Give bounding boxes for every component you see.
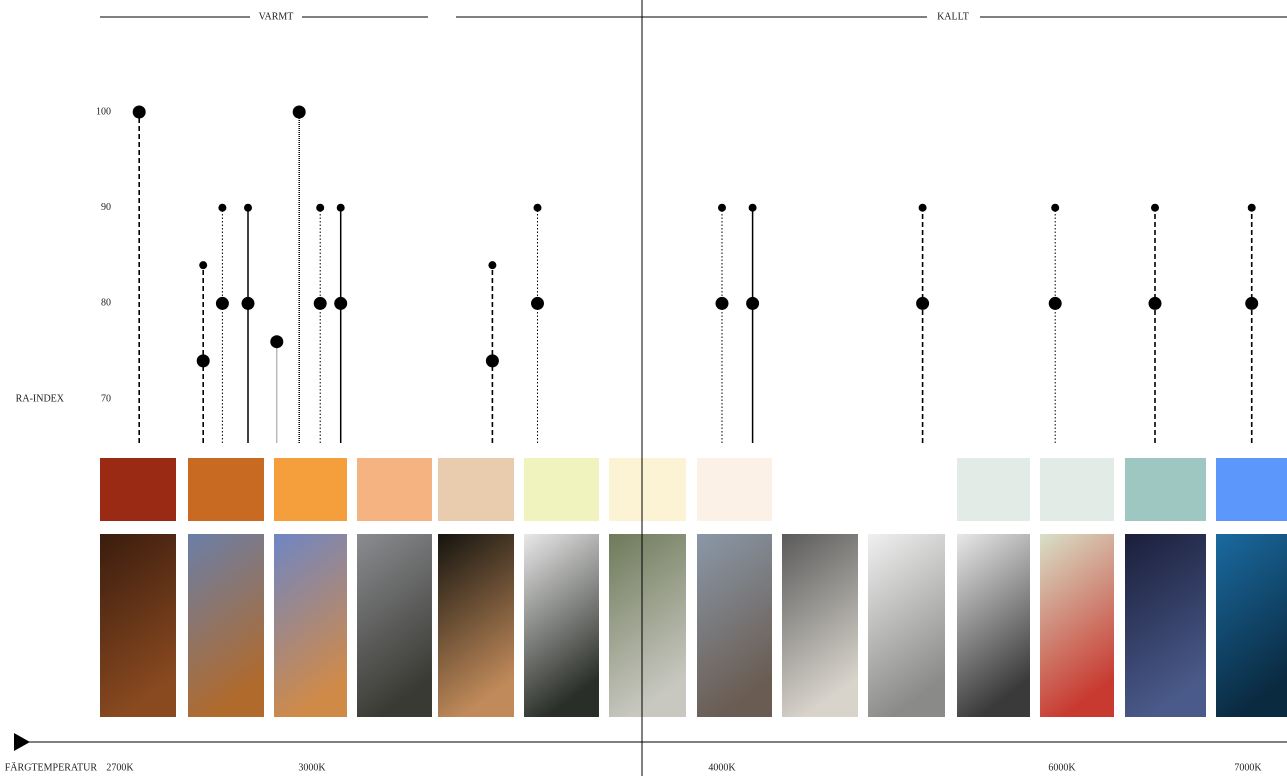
y-tick-label: 90 xyxy=(101,202,111,213)
dot xyxy=(485,354,499,368)
dot xyxy=(1048,296,1062,310)
dot xyxy=(1245,296,1259,310)
x-tick-label: 6000K xyxy=(1048,762,1076,773)
photo xyxy=(357,534,432,717)
photo xyxy=(957,534,1030,717)
photo xyxy=(188,534,264,717)
photo xyxy=(274,534,347,717)
dot xyxy=(1148,296,1162,310)
photo xyxy=(524,534,599,717)
dot xyxy=(715,296,729,310)
photo xyxy=(1040,534,1114,717)
y-tick-label: 80 xyxy=(101,298,111,309)
swatch xyxy=(1040,458,1114,521)
photo xyxy=(1125,534,1206,717)
swatch xyxy=(438,458,514,521)
swatch xyxy=(357,458,432,521)
swatch xyxy=(609,458,686,521)
photo xyxy=(697,534,772,717)
swatch xyxy=(274,458,347,521)
header-cold: KALLT xyxy=(937,11,969,22)
dot xyxy=(488,261,497,270)
dot xyxy=(215,296,229,310)
swatch xyxy=(188,458,264,521)
swatch xyxy=(1216,458,1287,521)
header-warm: VARMT xyxy=(259,11,294,22)
photo xyxy=(868,534,945,717)
dot xyxy=(336,203,345,212)
dot xyxy=(718,203,726,212)
swatch xyxy=(697,458,772,521)
dot xyxy=(244,203,252,212)
x-tick-label: 2700K xyxy=(106,762,134,773)
dot xyxy=(916,296,930,310)
dot xyxy=(316,203,325,212)
dot xyxy=(746,296,760,310)
dot xyxy=(531,296,544,310)
x-tick-label: 7000K xyxy=(1234,762,1262,773)
dot xyxy=(334,296,348,310)
dot xyxy=(270,335,284,349)
dot xyxy=(218,203,227,212)
dot xyxy=(1247,203,1256,212)
dot xyxy=(241,296,255,310)
y-tick-label: 100 xyxy=(96,106,111,117)
dot xyxy=(196,354,210,368)
x-tick-label: 4000K xyxy=(708,762,736,773)
photo xyxy=(782,534,858,717)
y-tick-label: 70 xyxy=(101,393,111,404)
swatch xyxy=(957,458,1030,521)
dot xyxy=(918,203,927,212)
x-tick-label: 3000K xyxy=(298,762,326,773)
swatch xyxy=(100,458,176,521)
y-axis-label: RA-INDEX xyxy=(16,393,65,404)
dot xyxy=(199,261,208,270)
photo xyxy=(438,534,514,717)
dot xyxy=(313,296,327,310)
dot xyxy=(533,203,542,212)
dot xyxy=(1051,203,1060,212)
swatch xyxy=(524,458,599,521)
x-axis-label: FÄRGTEMPERATUR xyxy=(5,761,98,773)
photo xyxy=(609,534,686,717)
swatch xyxy=(1125,458,1206,521)
dot xyxy=(132,105,146,119)
dot xyxy=(748,203,757,212)
dot xyxy=(292,105,306,119)
dot xyxy=(1151,203,1159,212)
axis-arrow xyxy=(14,733,30,751)
photo xyxy=(1216,534,1287,717)
photo xyxy=(100,534,176,717)
